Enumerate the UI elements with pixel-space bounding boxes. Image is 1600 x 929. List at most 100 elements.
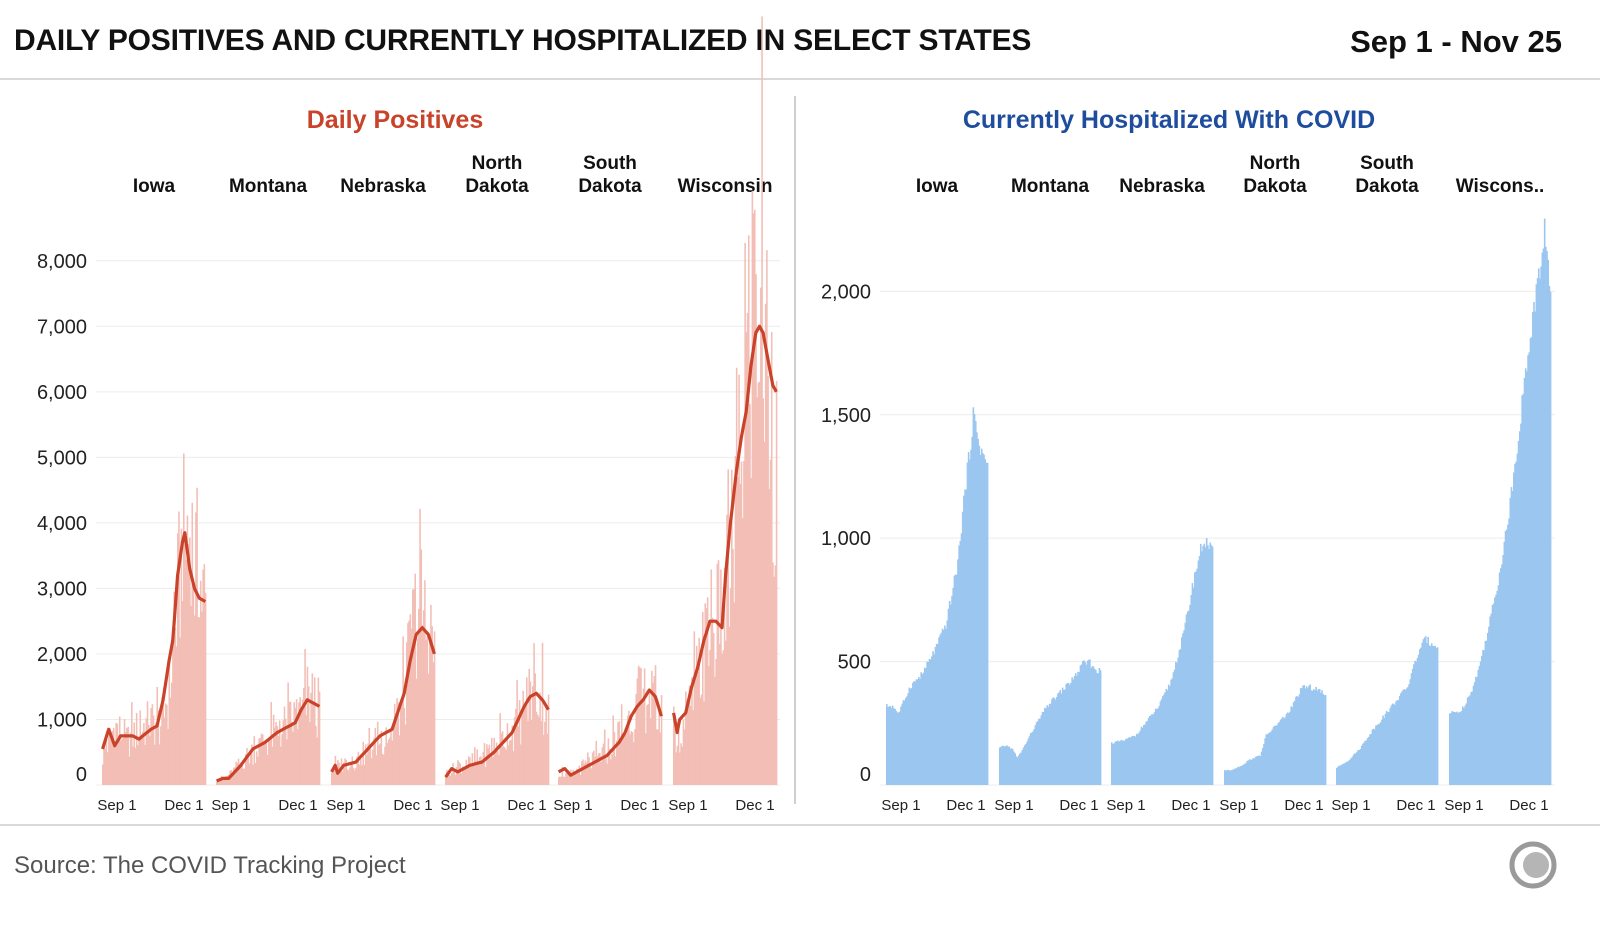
daily-bar <box>717 560 720 785</box>
hospitalized-bar <box>1539 278 1541 785</box>
daily-bar <box>733 602 736 785</box>
series-wisconsin: Wiscons.. Sep 1 Dec 1 <box>1444 176 1552 814</box>
series-iowa: Iowa Sep 1 Dec 1 <box>97 176 207 814</box>
hospitalized-bar <box>1070 682 1072 785</box>
daily-bar <box>631 732 634 785</box>
hospitalized-bar <box>1180 637 1183 785</box>
daily-bar <box>344 758 346 785</box>
daily-bar <box>164 703 167 785</box>
daily-bar <box>173 591 175 785</box>
daily-bar <box>560 777 562 785</box>
daily-bar <box>474 747 476 785</box>
covid-tracking-project-logo-icon <box>1509 841 1557 889</box>
daily-bar <box>152 715 155 785</box>
daily-bar <box>128 756 131 785</box>
daily-bar <box>564 776 566 785</box>
hospitalized-bar <box>1044 707 1046 785</box>
daily-bar <box>133 722 136 785</box>
hospitalized-bar <box>940 632 943 785</box>
hospitalized-bar <box>1132 735 1134 785</box>
daily-bar <box>741 518 744 785</box>
daily-bar <box>151 704 154 785</box>
hospitalized-bar <box>1523 377 1526 785</box>
daily-bar <box>395 716 397 785</box>
daily-bar <box>189 537 191 785</box>
hospitalized-bar <box>1366 738 1369 785</box>
daily-bar <box>254 762 257 785</box>
hospitalized-bar <box>1530 336 1533 785</box>
hospitalized-bar <box>1388 712 1390 785</box>
hospitalized-bar <box>1272 727 1275 785</box>
hospitalized-bar <box>969 459 971 785</box>
x-tick-label: Sep 1 <box>211 797 250 814</box>
x-tick-label: Sep 1 <box>994 797 1033 814</box>
hospitalized-bar <box>909 688 912 785</box>
daily-bar <box>698 637 700 785</box>
hospitalized-bar <box>985 462 988 785</box>
hospitalized-bar <box>1529 338 1532 785</box>
hospitalized-bar <box>1354 753 1357 785</box>
state-label: South <box>583 153 637 174</box>
hospitalized-bar <box>1082 660 1084 785</box>
hospitalized-bar <box>1528 352 1531 785</box>
hospitalized-bar <box>1522 393 1525 785</box>
daily-bar <box>162 701 165 785</box>
daily-bar <box>367 743 369 785</box>
daily-bar <box>518 700 521 785</box>
hospitalized-bar <box>1454 712 1457 785</box>
daily-bar <box>547 694 550 785</box>
hospitalized-bar <box>1296 696 1298 785</box>
hospitalized-bar <box>889 705 892 785</box>
daily-bar <box>523 707 526 785</box>
hospitalized-bar <box>1360 745 1363 785</box>
hospitalized-bar <box>1147 717 1150 785</box>
hospitalized-bar <box>1270 731 1272 785</box>
daily-bar <box>589 766 592 785</box>
daily-bar <box>196 487 198 785</box>
hospitalized-bar <box>1311 690 1314 785</box>
hospitalized-bar <box>902 700 905 785</box>
daily-bar <box>246 748 248 785</box>
hospitalized-bar <box>1239 766 1242 785</box>
daily-bar <box>745 332 748 785</box>
y-tick-label: 7,000 <box>37 316 87 338</box>
daily-bar <box>762 398 765 785</box>
hospitalized-bar <box>1288 713 1290 785</box>
daily-bar <box>251 744 253 785</box>
hospitalized-bar <box>1182 633 1184 785</box>
hospitalized-bar <box>1131 736 1133 785</box>
daily-bar <box>478 757 481 785</box>
daily-bar <box>608 748 611 785</box>
daily-bar <box>242 768 245 785</box>
hospitalized-bar <box>947 608 950 785</box>
hospitalized-bar <box>1547 259 1550 785</box>
hospitalized-bar <box>1157 708 1159 785</box>
hospitalized-bar <box>1507 524 1509 785</box>
daily-bar <box>695 645 698 785</box>
daily-bar <box>412 589 414 785</box>
daily-bar <box>578 765 581 785</box>
hospitalized-bar <box>976 432 978 785</box>
hospitalized-bar <box>1392 703 1395 785</box>
hospitalized-bar <box>1197 560 1200 785</box>
state-label: Dakota <box>578 176 642 197</box>
hospitalized-bar <box>1297 696 1300 785</box>
hospitalized-bar <box>1381 719 1383 785</box>
daily-bar <box>766 250 768 786</box>
daily-bar <box>123 719 126 785</box>
hospitalized-bar <box>1526 371 1528 785</box>
daily-bar <box>363 764 366 785</box>
hospitalized-bar <box>1407 686 1409 785</box>
daily-bar <box>218 779 220 785</box>
hospitalized-bar <box>1124 740 1126 785</box>
hospitalized-bar <box>1508 518 1510 785</box>
hospitalized-bar <box>971 436 973 785</box>
daily-bar <box>641 700 644 785</box>
state-label: North <box>1250 153 1301 174</box>
daily-bar <box>505 749 508 785</box>
daily-bar <box>161 697 163 785</box>
hospitalized-bar <box>1227 769 1230 785</box>
hospitalized-bar <box>1521 395 1523 785</box>
hospitalized-bar <box>1377 724 1380 785</box>
hospitalized-bar <box>1029 733 1032 785</box>
